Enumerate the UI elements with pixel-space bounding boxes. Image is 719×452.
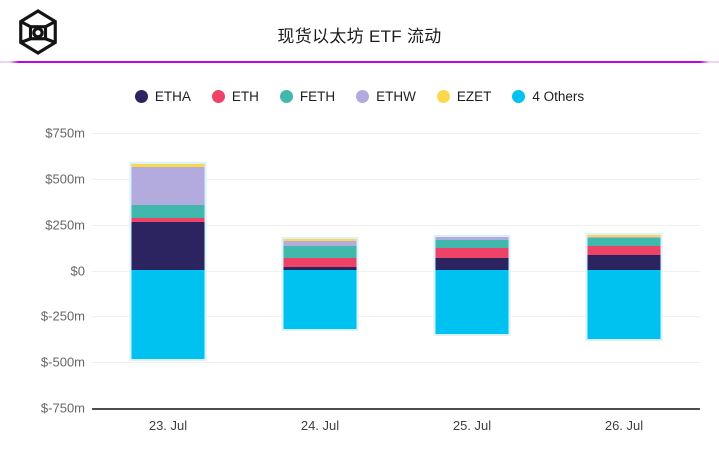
bar-segment-24-jul-eth[interactable] [283,258,357,268]
bar-segment-25-jul-4-others[interactable] [435,270,509,334]
bar-segment-26-jul-etha[interactable] [587,254,661,271]
legend-dot-eth [211,90,225,103]
page-title: 现货以太坊 ETF 流动 [277,27,442,46]
x-tick-label-25-jul: 25. Jul [452,418,492,433]
wireframe-cube-logo-icon [19,9,57,55]
gridline [92,316,700,318]
x-tick-label-24-jul: 24. Jul [300,418,340,433]
legend-label: EZET [456,89,492,104]
legend-dot-ethw [356,90,370,103]
bar-segment-26-jul-ethw[interactable] [587,236,661,239]
legend-label: ETHA [154,89,191,104]
x-tick-label-26-jul: 26. Jul [604,418,644,433]
y-tick-label: $-750m [40,400,85,416]
y-tick-label: $-500m [40,354,85,370]
bar-26-jul[interactable] [585,232,663,341]
bar-segment-25-jul-eth[interactable] [435,247,509,258]
bar-segment-23-jul-eth[interactable] [131,218,205,222]
legend-dot-etha [134,90,148,103]
legend-label: ETHW [376,89,416,104]
bar-segment-23-jul-4-others[interactable] [131,270,205,360]
bar-segment-25-jul-ethw[interactable] [435,237,509,241]
x-axis-line [92,408,700,410]
bar-segment-25-jul-etha[interactable] [435,257,509,271]
bar-segment-25-jul-feth[interactable] [435,240,509,248]
legend-item-4-others[interactable]: 4 Others [512,89,584,104]
bar-segment-26-jul-4-others[interactable] [587,270,661,339]
legend-dot-4-others [512,90,526,103]
y-tick-label: $250m [45,217,85,233]
legend-item-etha[interactable]: ETHA [134,89,191,104]
bar-segment-23-jul-ethw[interactable] [131,167,205,206]
gridline [92,133,700,134]
legend-label: 4 Others [532,89,585,104]
y-tick-label: $-250m [40,308,85,324]
bar-segment-23-jul-feth[interactable] [131,205,205,219]
bar-segment-24-jul-ethw[interactable] [283,240,357,246]
bar-segment-23-jul-ezet[interactable] [131,164,205,168]
legend-label: FETH [299,89,336,104]
x-tick-label-23-jul: 23. Jul [148,418,188,433]
bar-segment-26-jul-ezet[interactable] [587,234,661,237]
chart-legend: ETHA ETH FETH ETHW EZET 4 Others [0,89,719,104]
bar-segment-24-jul-etha[interactable] [283,267,357,271]
header-divider [0,61,719,63]
y-tick-label: $0 [70,263,85,278]
bar-segment-26-jul-eth[interactable] [587,246,661,255]
bar-segment-24-jul-4-others[interactable] [283,270,357,329]
gridline [92,270,700,272]
legend-item-ezet[interactable]: EZET [436,89,492,104]
bar-segment-23-jul-etha[interactable] [131,221,205,271]
gridline [92,178,700,180]
y-tick-label: $750m [45,125,85,141]
bar-segment-24-jul-feth[interactable] [283,245,357,258]
legend-item-ethw[interactable]: ETHW [356,89,416,104]
bar-23-jul[interactable] [129,162,207,362]
y-tick-label: $500m [45,171,85,187]
plot-area [92,133,700,410]
legend-dot-ezet [436,90,450,103]
bar-segment-26-jul-feth[interactable] [587,238,661,247]
gridline [92,224,700,226]
header: 现货以太坊 ETF 流动 [0,0,719,63]
bar-24-jul[interactable] [281,236,359,331]
legend-item-eth[interactable]: ETH [211,89,259,104]
bar-segment-24-jul-ezet[interactable] [283,238,357,241]
legend-item-feth[interactable]: FETH [279,89,336,104]
x-axis-labels: 23. Jul 24. Jul 25. Jul 26. Jul [92,418,700,433]
gridline [92,362,700,364]
legend-dot-feth [279,90,293,103]
bar-25-jul[interactable] [433,235,511,336]
y-axis-labels: $750m $500m $250m $0 $-250m $-500m $-750m [0,126,85,416]
legend-label: ETH [231,89,259,104]
